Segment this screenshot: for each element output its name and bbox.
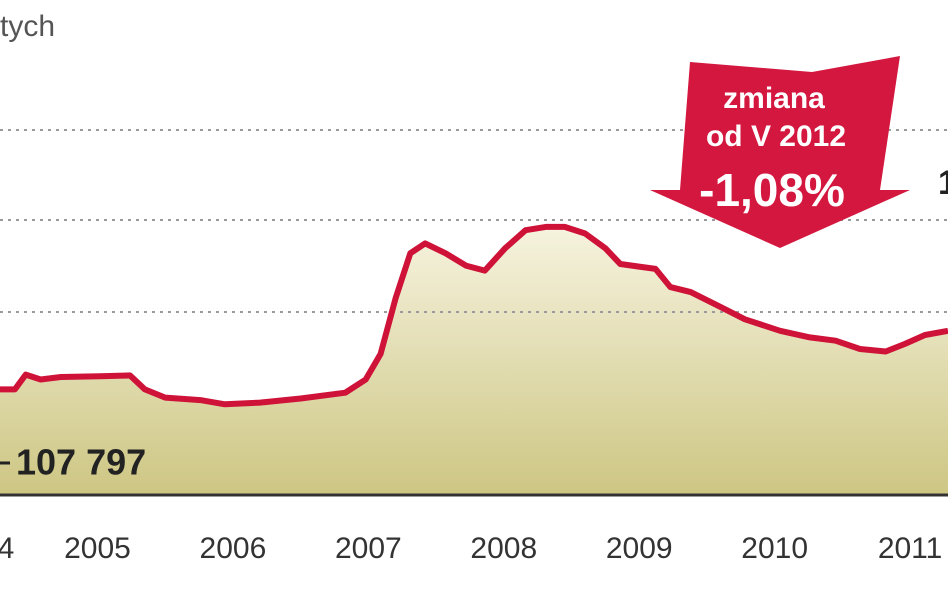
x-tick-label: 2011 — [878, 532, 943, 565]
grid — [0, 129, 948, 313]
annotation: zmiana od V 2012 -1,08% — [650, 56, 910, 248]
annotation-text: -1,08% — [699, 164, 845, 216]
x-tick-label: 2006 — [200, 532, 267, 565]
x-tick-label: 2007 — [335, 532, 402, 565]
annotation-text: zmiana — [723, 82, 825, 115]
annotation-arrow — [650, 56, 910, 248]
x-tick-label: 2005 — [64, 532, 131, 565]
area — [0, 226, 948, 495]
x-tick-label: 2008 — [470, 532, 537, 565]
end-label: 1 — [938, 164, 948, 202]
x-tick-label: 4 — [0, 532, 14, 565]
annotation-text: od V 2012 — [706, 120, 846, 153]
value-label: 107 797 — [16, 442, 146, 483]
line — [0, 223, 948, 408]
x-tick-label: 2010 — [741, 532, 808, 565]
x-tick-label: 2009 — [606, 532, 673, 565]
unit-label: tych — [0, 10, 55, 43]
